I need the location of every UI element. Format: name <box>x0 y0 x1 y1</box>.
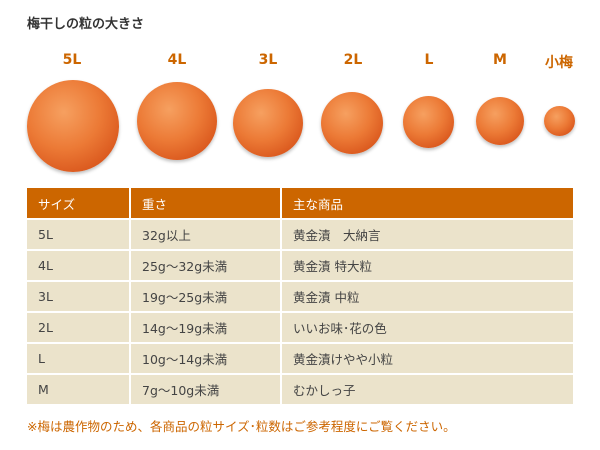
size-table: サイズ 重さ 主な商品 5L 32g以上 黄金漬 大納言 4L 25g～32g未満 黄金… <box>27 188 573 404</box>
cell-products: 黄金漬 中粒 <box>281 280 573 312</box>
plum-image-3l <box>233 89 303 157</box>
plum-image-l <box>403 96 454 148</box>
table-row: 2L 14g～19g未満 いいお味･花の色 <box>27 311 573 343</box>
table-row: M 7g～10g未満 むかしっ子 <box>27 373 573 404</box>
table-row: L 10g～14g未満 黄金漬けやや小粒 <box>27 342 573 374</box>
plum-label-3l: 3L <box>258 52 278 68</box>
cell-size: L <box>27 342 131 374</box>
plum-label-4l: 4L <box>167 52 187 68</box>
header-size: サイズ <box>27 188 131 219</box>
footnote: ※梅は農作物のため、各商品の粒サイズ･粒数はご参考程度にご覧ください。 <box>27 419 456 434</box>
plum-label-5l: 5L <box>62 52 82 68</box>
cell-weight: 25g～32g未満 <box>130 249 282 281</box>
cell-weight: 7g～10g未満 <box>130 373 282 404</box>
page-title: 梅干しの粒の大きさ <box>27 17 145 32</box>
table-row: 4L 25g～32g未満 黄金漬 特大粒 <box>27 249 573 281</box>
cell-weight: 14g～19g未満 <box>130 311 282 343</box>
cell-products: 黄金漬 大納言 <box>281 218 573 250</box>
cell-products: 黄金漬けやや小粒 <box>281 342 573 374</box>
plum-image-4l <box>137 82 217 160</box>
plum-image-m <box>476 97 524 145</box>
cell-size: 4L <box>27 249 131 281</box>
cell-products: いいお味･花の色 <box>281 311 573 343</box>
plum-image-5l <box>27 80 119 172</box>
cell-size: 3L <box>27 280 131 312</box>
plum-label-m: M <box>493 52 507 68</box>
cell-size: M <box>27 373 131 404</box>
cell-products: 黄金漬 特大粒 <box>281 249 573 281</box>
plum-image-koume <box>544 106 575 136</box>
plum-image-2l <box>321 92 383 154</box>
cell-weight: 10g～14g未満 <box>130 342 282 374</box>
header-weight: 重さ <box>130 188 282 219</box>
header-products: 主な商品 <box>281 188 573 219</box>
plum-label-koume: 小梅 <box>545 55 573 71</box>
cell-size: 5L <box>27 218 131 250</box>
table-row: 5L 32g以上 黄金漬 大納言 <box>27 218 573 250</box>
table-header-row: サイズ 重さ 主な商品 <box>27 188 573 219</box>
plum-label-2l: 2L <box>343 52 363 68</box>
cell-weight: 32g以上 <box>130 218 282 250</box>
cell-products: むかしっ子 <box>281 373 573 404</box>
cell-size: 2L <box>27 311 131 343</box>
plum-label-l: L <box>424 52 434 68</box>
table-row: 3L 19g～25g未満 黄金漬 中粒 <box>27 280 573 312</box>
cell-weight: 19g～25g未満 <box>130 280 282 312</box>
